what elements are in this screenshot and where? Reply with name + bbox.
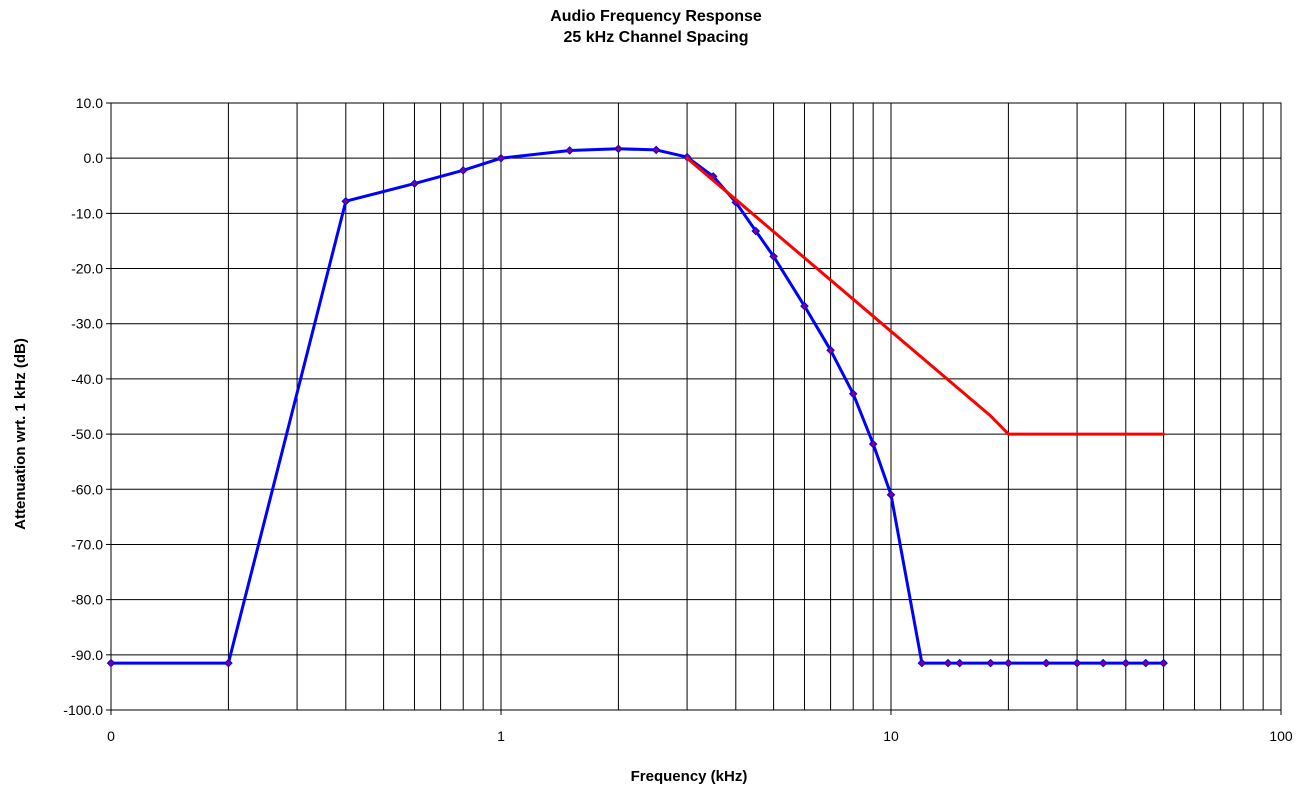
data-point [1004, 658, 1013, 668]
grid [111, 102, 1281, 711]
data-point [341, 196, 351, 206]
x-axis-ticks: 0 1 10 100 [107, 710, 1293, 744]
y-tick-label: -20.0 [71, 261, 103, 277]
data-point [1159, 658, 1168, 668]
data-point [751, 226, 761, 236]
y-axis-ticks: 10.0 0.0 -10.0 -20.0 -30.0 -40.0 -50.0 -60.0 -70… [63, 95, 111, 718]
data-point [410, 179, 419, 188]
y-tick-label: 0.0 [84, 150, 104, 166]
data-point [1141, 658, 1151, 668]
chart-title: Audio Frequency Response [550, 8, 762, 25]
data-point [106, 658, 116, 668]
data-point [868, 439, 878, 449]
series-layer [106, 144, 1168, 668]
data-point [224, 658, 233, 668]
x-tick-label: 10 [883, 728, 899, 744]
data-point [826, 345, 835, 355]
y-tick-label: -80.0 [71, 592, 103, 608]
data-point [800, 301, 809, 311]
y-tick-label: -100.0 [63, 702, 103, 718]
data-point [1098, 658, 1108, 668]
y-tick-label: -60.0 [71, 481, 103, 497]
data-point [886, 490, 896, 500]
y-tick-label: -40.0 [71, 371, 103, 387]
data-point [1121, 658, 1131, 668]
x-tick-label: 0 [107, 728, 115, 744]
data-point [943, 658, 953, 668]
data-point [614, 144, 623, 154]
data-point [1072, 658, 1082, 668]
data-point [917, 658, 927, 668]
y-tick-label: -70.0 [71, 536, 103, 552]
data-point [986, 658, 995, 668]
series-line-1 [109, 147, 1166, 665]
x-axis-title: Frequency (kHz) [631, 768, 748, 785]
plot-area-frame [110, 102, 1282, 711]
data-point [458, 166, 468, 175]
x-tick-label: 1 [497, 728, 505, 744]
data-point [565, 146, 574, 155]
y-axis-title: Attenuation wrt. 1 kHz (dB) [12, 338, 29, 530]
y-tick-label: -90.0 [71, 647, 103, 663]
chart-title-block: Audio Frequency Response 25 kHz Channel … [0, 6, 1312, 48]
data-point [955, 658, 964, 668]
y-tick-label: -30.0 [71, 316, 103, 332]
y-tick-label: 10.0 [76, 95, 103, 111]
data-point [769, 252, 778, 261]
data-point [651, 145, 661, 155]
series-line-2 [685, 156, 1166, 436]
y-tick-label: -50.0 [71, 426, 103, 442]
y-tick-label: -10.0 [71, 205, 103, 221]
data-point [1041, 658, 1051, 668]
x-tick-label: 100 [1269, 728, 1293, 744]
data-point [496, 153, 506, 163]
data-point [848, 389, 858, 399]
chart-subtitle: 25 kHz Channel Spacing [563, 29, 749, 46]
